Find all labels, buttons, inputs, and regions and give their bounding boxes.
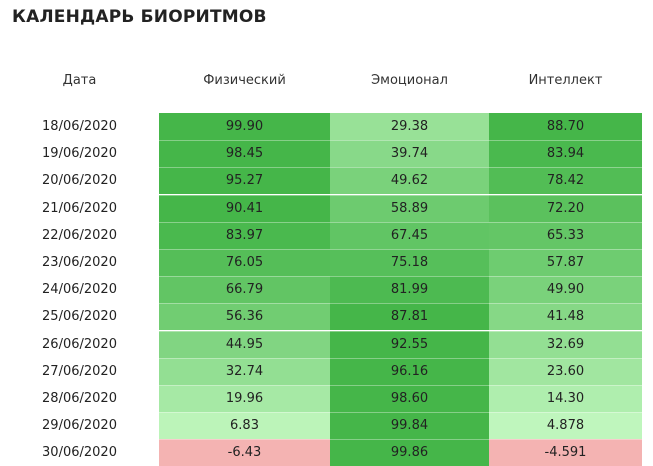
table-row: 25/06/2020 56.36 87.81 41.48 — [0, 303, 653, 331]
date-cell: 20/06/2020 — [42, 173, 117, 189]
date-cell: 29/06/2020 — [42, 418, 117, 434]
emotional-cell: 96.16 — [330, 357, 489, 385]
row-divider — [159, 249, 642, 250]
date-cell: 23/06/2020 — [42, 255, 117, 270]
intellectual-cell: 49.90 — [489, 276, 642, 304]
date-cell: 21/06/2020 — [42, 200, 117, 216]
intellectual-cell: 14.30 — [489, 385, 642, 412]
emotional-cell: 87.81 — [330, 303, 489, 331]
physical-cell: 98.45 — [159, 140, 330, 168]
emotional-cell: 81.99 — [330, 276, 489, 304]
emotional-cell: 39.74 — [330, 140, 489, 168]
row-divider — [159, 276, 642, 278]
page-title: КАЛЕНДАРЬ БИОРИТМОВ — [12, 7, 267, 27]
intellectual-cell: 32.69 — [489, 330, 642, 358]
table-row: 19/06/2020 98.45 39.74 83.94 — [0, 140, 653, 168]
physical-cell: 66.79 — [159, 276, 330, 304]
row-divider — [159, 194, 642, 196]
date-cell: 26/06/2020 — [42, 336, 117, 352]
emotional-cell: 98.60 — [330, 385, 489, 412]
intellectual-cell: -4.591 — [489, 439, 642, 466]
emotional-cell: 99.86 — [330, 439, 489, 466]
intellectual-cell: 57.87 — [489, 249, 642, 276]
physical-cell: -6.43 — [159, 439, 330, 466]
row-divider — [159, 303, 642, 305]
table-header: Дата Физический Эмоционал Интеллект — [0, 70, 653, 92]
date-cell: 19/06/2020 — [42, 146, 117, 162]
date-cell: 28/06/2020 — [42, 391, 117, 406]
physical-cell: 76.05 — [159, 249, 330, 276]
table-row: 24/06/2020 66.79 81.99 49.90 — [0, 276, 653, 304]
table-row: 29/06/2020 6.83 99.84 4.878 — [0, 412, 653, 440]
date-cell: 30/06/2020 — [42, 445, 117, 461]
emotional-cell: 29.38 — [330, 113, 489, 140]
intellectual-cell: 72.20 — [489, 194, 642, 222]
intellectual-cell: 65.33 — [489, 221, 642, 249]
emotional-cell: 99.84 — [330, 412, 489, 440]
physical-cell: 90.41 — [159, 194, 330, 222]
physical-cell: 83.97 — [159, 221, 330, 249]
date-cell: 18/06/2020 — [42, 119, 117, 134]
header-date: Дата — [62, 73, 97, 88]
emotional-cell: 49.62 — [330, 167, 489, 195]
physical-cell: 56.36 — [159, 303, 330, 331]
header-emotional: Эмоционал — [371, 73, 448, 88]
row-divider — [159, 140, 642, 142]
table-row: 27/06/2020 32.74 96.16 23.60 — [0, 357, 653, 385]
intellectual-cell: 83.94 — [489, 140, 642, 168]
row-divider — [159, 221, 642, 223]
date-cell: 24/06/2020 — [42, 282, 117, 298]
table-row: 18/06/2020 99.90 29.38 88.70 — [0, 113, 653, 140]
intellectual-cell: 88.70 — [489, 113, 642, 140]
emotional-cell: 67.45 — [330, 221, 489, 249]
header-intellectual: Интеллект — [528, 73, 603, 88]
row-divider — [159, 385, 642, 386]
emotional-cell: 92.55 — [330, 330, 489, 358]
physical-cell: 6.83 — [159, 412, 330, 440]
physical-cell: 99.90 — [159, 113, 330, 140]
physical-cell: 95.27 — [159, 167, 330, 195]
intellectual-cell: 41.48 — [489, 303, 642, 331]
row-divider — [159, 357, 642, 359]
physical-cell: 32.74 — [159, 357, 330, 385]
physical-cell: 44.95 — [159, 330, 330, 358]
row-divider — [159, 330, 642, 332]
date-cell: 25/06/2020 — [42, 309, 117, 325]
table-row: 21/06/2020 90.41 58.89 72.20 — [0, 194, 653, 222]
row-divider — [159, 167, 642, 169]
date-cell: 22/06/2020 — [42, 227, 117, 243]
row-divider — [159, 412, 642, 414]
emotional-cell: 58.89 — [330, 194, 489, 222]
table-row: 22/06/2020 83.97 67.45 65.33 — [0, 221, 653, 249]
date-cell: 27/06/2020 — [42, 363, 117, 379]
table-row: 20/06/2020 95.27 49.62 78.42 — [0, 167, 653, 195]
header-physical: Физический — [203, 73, 286, 88]
intellectual-cell: 23.60 — [489, 357, 642, 385]
table-row: 28/06/2020 19.96 98.60 14.30 — [0, 385, 653, 412]
table-row: 26/06/2020 44.95 92.55 32.69 — [0, 330, 653, 358]
emotional-cell: 75.18 — [330, 249, 489, 276]
physical-cell: 19.96 — [159, 385, 330, 412]
table-row: 23/06/2020 76.05 75.18 57.87 — [0, 249, 653, 276]
table-row: 30/06/2020 -6.43 99.86 -4.591 — [0, 439, 653, 466]
intellectual-cell: 78.42 — [489, 167, 642, 195]
row-divider — [159, 439, 642, 441]
intellectual-cell: 4.878 — [489, 412, 642, 440]
